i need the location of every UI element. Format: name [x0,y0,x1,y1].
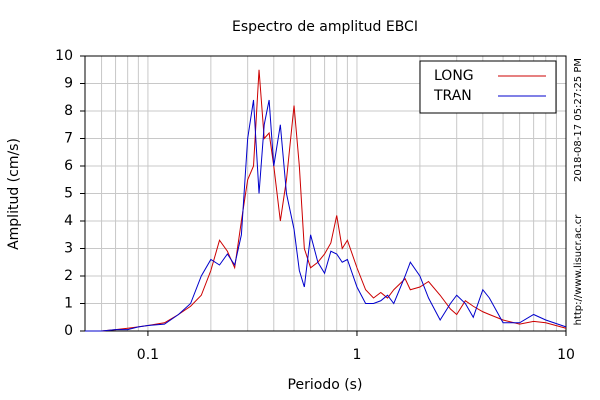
y-axis-label: Amplitud (cm/s) [6,138,22,250]
y-tick-label: 6 [64,158,73,174]
y-tick-label: 5 [64,186,73,202]
y-tick-label: 9 [64,76,73,92]
y-tick-label: 7 [64,131,73,147]
chart-title: Espectro de amplitud EBCI [232,19,418,35]
y-tick-label: 4 [64,213,73,229]
x-tick-label: 10 [557,347,575,363]
x-tick-label: 1 [353,347,362,363]
y-tick-label: 1 [64,296,73,312]
y-tick-label: 2 [64,268,73,284]
y-tick-label: 8 [64,103,73,119]
source-url: http://www.lisucr.ac.cr [573,214,584,326]
y-tick-label: 3 [64,241,73,257]
y-tick-label: 0 [64,323,73,339]
legend-label: TRAN [433,88,472,104]
series-line [85,99,567,332]
legend-label: LONG [434,68,474,84]
y-tick-label: 10 [55,48,73,64]
plot-frame [84,55,567,332]
legend-box [419,60,557,114]
x-axis-label: Periodo (s) [288,377,363,393]
x-tick-label: 0.1 [137,347,159,363]
timestamp: 2018-08-17 05:27:25 PM [573,58,584,182]
